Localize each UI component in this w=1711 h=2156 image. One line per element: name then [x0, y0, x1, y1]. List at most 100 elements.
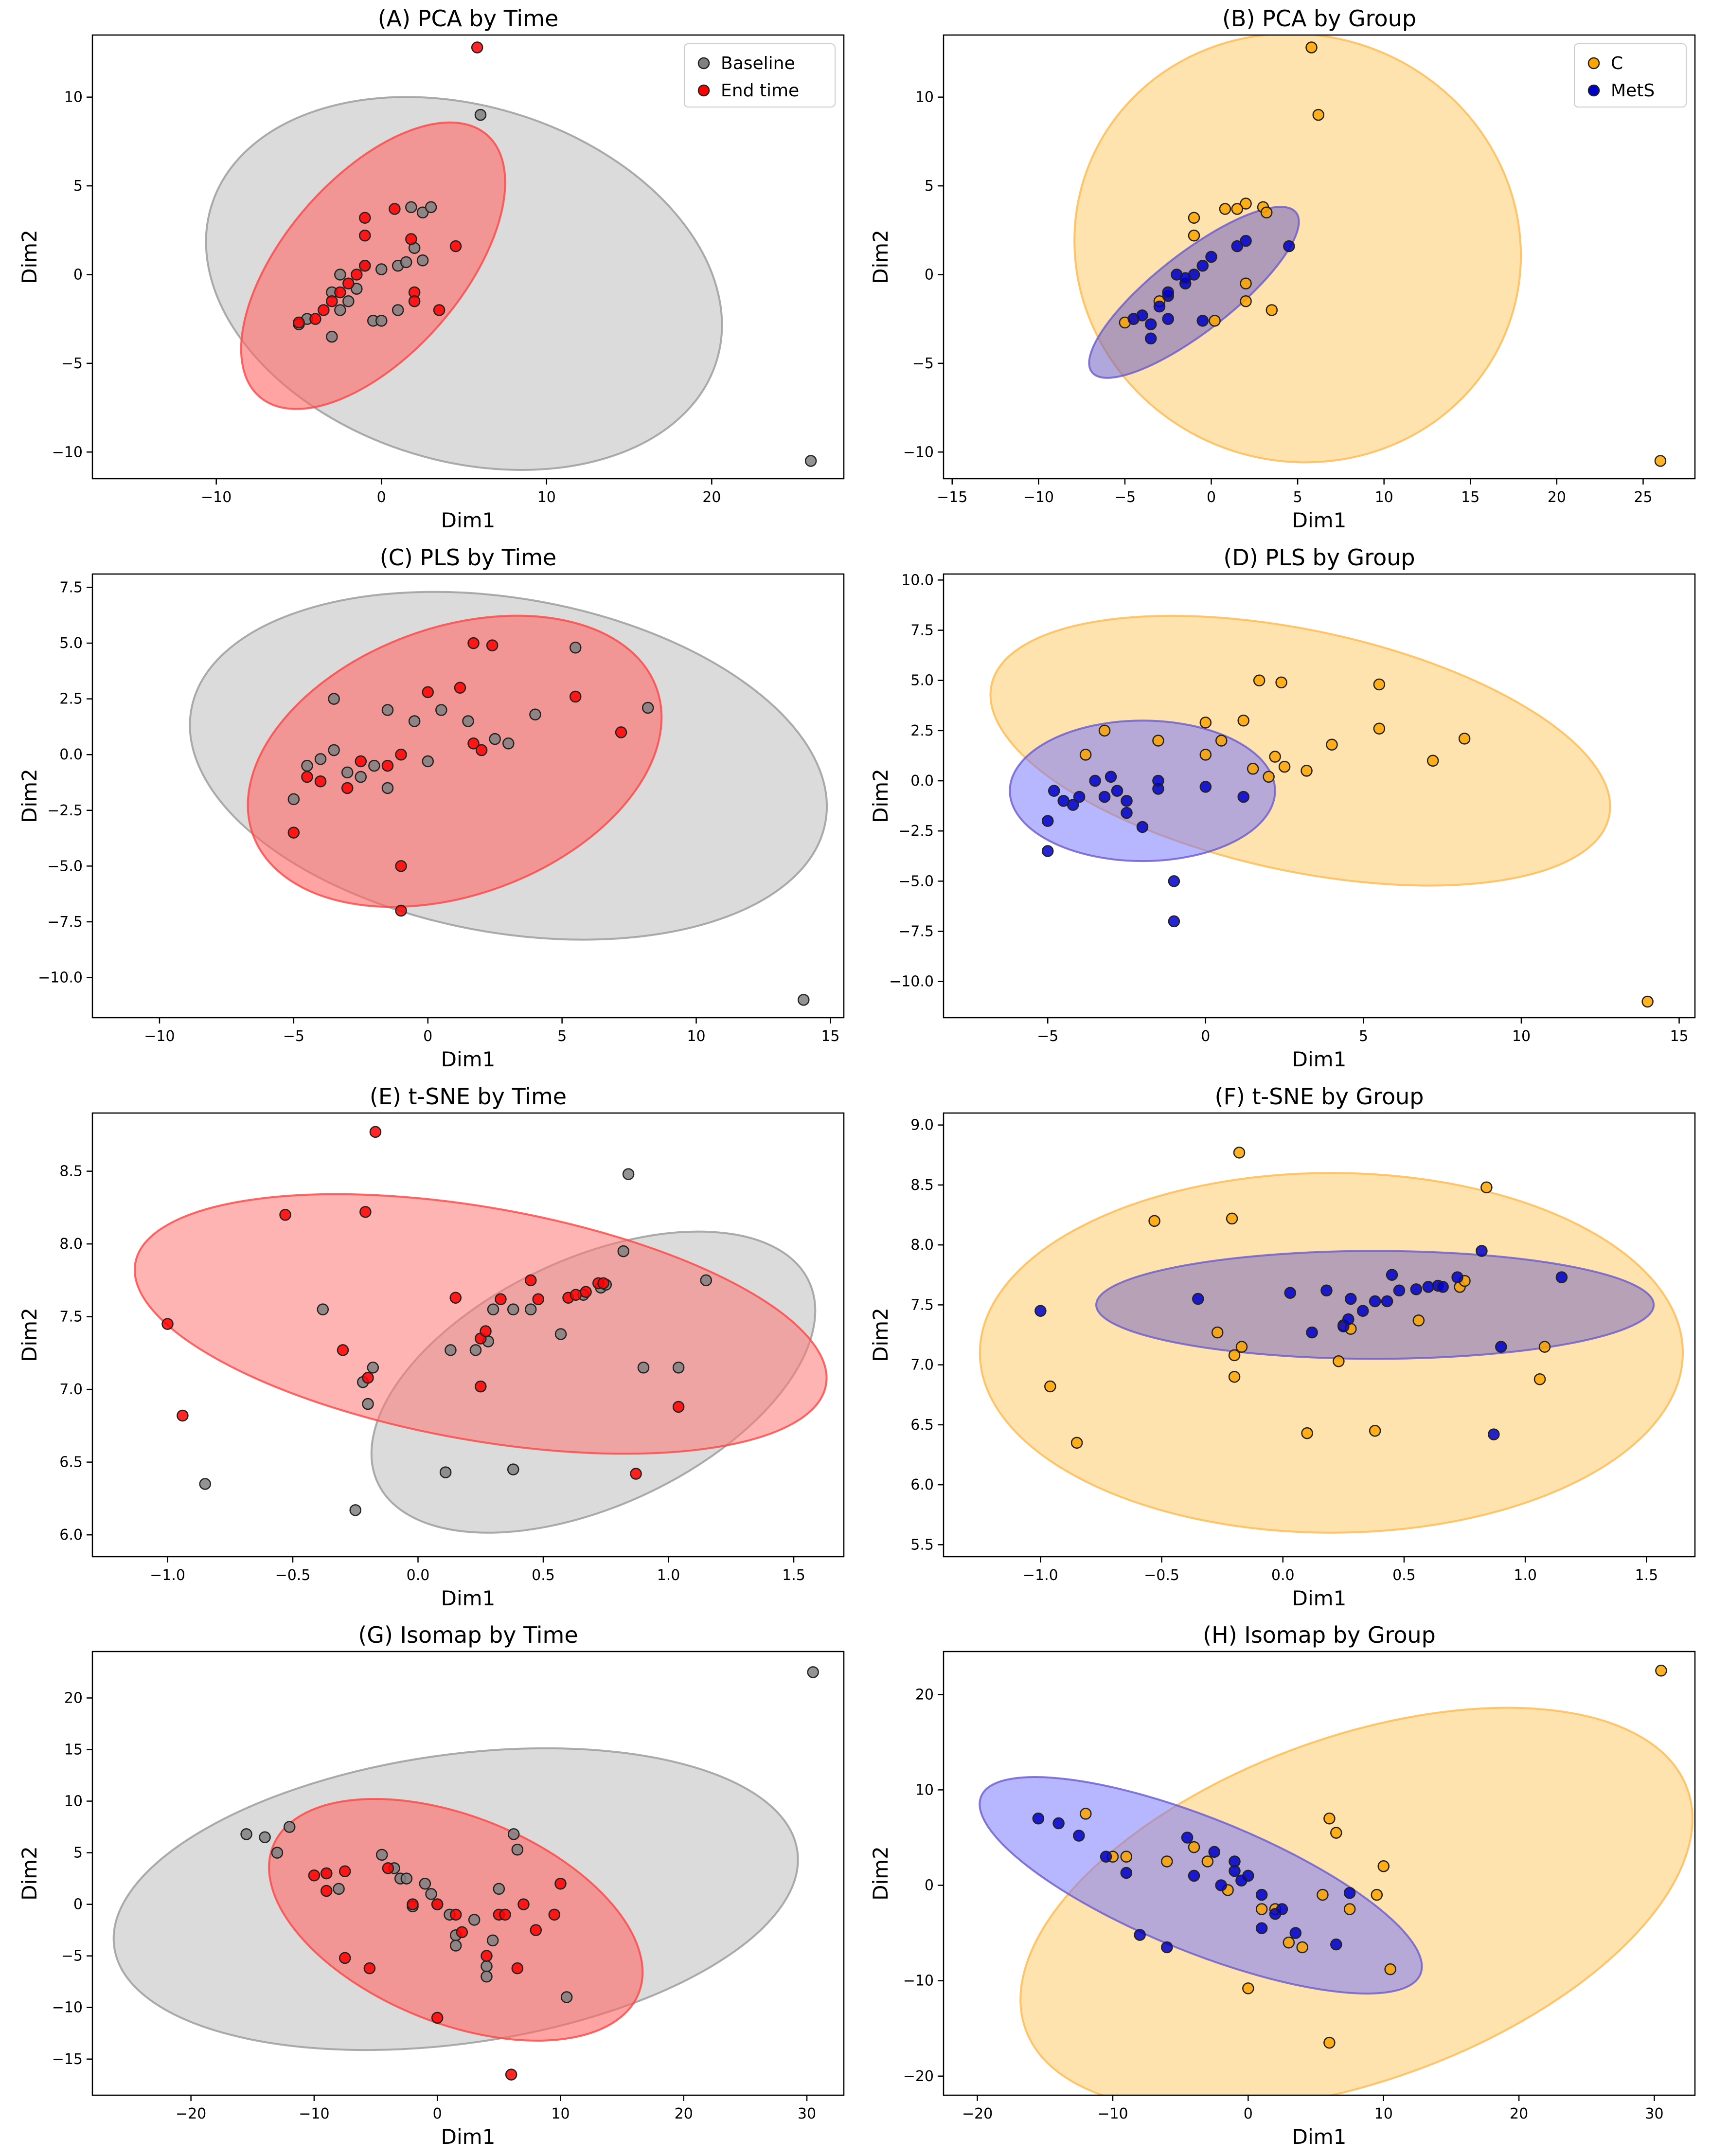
point-c: [1312, 108, 1324, 121]
point-c: [1070, 1437, 1083, 1449]
x-tick-label: 20: [702, 489, 721, 506]
point-baseline: [637, 1362, 650, 1374]
point-end-time: [339, 1865, 351, 1878]
y-tick-label: 20: [915, 1686, 934, 1703]
point-end-time: [342, 277, 355, 289]
x-tick-label: 10: [537, 489, 556, 506]
x-tick-label: 0.5: [1392, 1567, 1416, 1584]
point-mets: [1476, 1245, 1488, 1257]
x-tick-label: 0: [423, 1028, 432, 1045]
panel-e-xlabel: Dim1: [441, 1586, 496, 1610]
point-end-time: [320, 1885, 333, 1897]
point-baseline: [419, 1877, 431, 1890]
point-c: [1538, 1341, 1551, 1353]
point-baseline: [439, 1466, 452, 1478]
confidence-ellipse-1: [1073, 35, 1522, 464]
panel-g-title: (G) Isomap by Time: [358, 1622, 578, 1648]
point-mets: [1188, 1869, 1200, 1882]
point-end-time: [548, 1908, 561, 1921]
point-c: [1426, 755, 1439, 767]
confidence-ellipse-2: [247, 614, 663, 908]
y-tick-label: 6.0: [910, 1476, 934, 1493]
point-c: [1240, 277, 1252, 289]
y-tick-label: −5: [912, 355, 934, 372]
point-baseline: [381, 782, 394, 794]
point-c: [1199, 749, 1212, 761]
x-tick-label: 25: [1634, 489, 1652, 506]
point-end-time: [359, 212, 371, 224]
panel-f-title: (F) t-SNE by Group: [1215, 1083, 1424, 1110]
y-tick-label: −20: [903, 2068, 934, 2085]
point-mets: [1555, 1271, 1568, 1283]
point-mets: [1048, 785, 1060, 797]
y-tick-label: 5.5: [910, 1536, 934, 1553]
point-baseline: [367, 1362, 379, 1374]
x-tick-label: −1.0: [1023, 1567, 1058, 1584]
point-c: [1201, 1855, 1214, 1868]
point-end-time: [341, 782, 354, 794]
point-c: [1228, 1371, 1241, 1383]
point-baseline: [529, 708, 541, 720]
point-baseline: [462, 715, 474, 727]
point-mets: [1343, 1886, 1356, 1899]
point-baseline: [502, 737, 515, 750]
point-end-time: [407, 1898, 419, 1910]
point-baseline: [400, 256, 412, 269]
point-c: [1371, 1888, 1383, 1901]
x-tick-label: 0: [377, 489, 386, 506]
point-c: [1373, 722, 1386, 735]
point-mets: [1041, 815, 1054, 827]
x-tick-label: 1.0: [1514, 1567, 1537, 1584]
point-baseline: [560, 1991, 573, 2003]
point-mets: [1451, 1271, 1463, 1283]
panel-d-title: (D) PLS by Group: [1223, 544, 1415, 571]
y-tick-label: 2.5: [910, 722, 934, 739]
panel-a-plot-area: −10 0 10 20 −10 −5 0 5 10: [52, 34, 845, 506]
point-mets: [1067, 799, 1079, 811]
point-c: [1120, 1851, 1133, 1863]
panel-c: (C) PLS by Time Dim1 Dim2 −10 −5 0 5 10 15−10…: [18, 544, 845, 1071]
x-tick-label: 20: [1548, 489, 1566, 506]
x-tick-label: −10: [1097, 2105, 1128, 2122]
y-tick-label: 8.0: [910, 1237, 934, 1254]
point-baseline: [507, 1828, 520, 1840]
panel-h-title: (H) Isomap by Group: [1203, 1622, 1436, 1648]
point-mets: [1100, 1851, 1112, 1863]
y-tick-label: 0: [73, 1896, 83, 1913]
point-mets: [1136, 821, 1149, 833]
y-tick-label: −10.0: [38, 970, 83, 987]
point-end-time: [408, 295, 421, 307]
point-baseline: [416, 206, 429, 219]
point-baseline: [435, 704, 447, 716]
x-tick-label: −10: [1023, 489, 1054, 506]
point-end-time: [362, 1371, 374, 1384]
point-end-time: [475, 744, 488, 756]
point-baseline: [375, 263, 388, 275]
panel-c-plot-area: −10 −5 0 5 10 15 −10.0 −7.5 −5.0 −2.5 0.0 2.5 5.0 7.5: [38, 573, 845, 1045]
legend-label-baseline: Baseline: [721, 54, 795, 73]
point-mets: [1134, 1929, 1146, 1941]
x-tick-label: 0: [1244, 2105, 1253, 2122]
point-mets: [1199, 781, 1212, 793]
point-mets: [1192, 1293, 1204, 1305]
point-end-time: [449, 1908, 462, 1921]
panel-b-title: (B) PCA by Group: [1222, 5, 1416, 32]
x-tick-label: 10: [551, 2105, 570, 2122]
point-mets: [1098, 791, 1111, 803]
y-tick-label: −5.0: [898, 873, 934, 890]
point-c: [1269, 751, 1281, 763]
panel-b-legend: C MetS: [1574, 43, 1687, 108]
point-end-time: [318, 304, 330, 316]
plot-frame: [91, 1112, 845, 1558]
panel-g: (G) Isomap by Time Dim1 Dim2 −20 −10 0 10 20…: [18, 1622, 845, 2149]
x-tick-label: 0.0: [407, 1567, 430, 1584]
point-c: [1253, 674, 1265, 686]
point-mets: [1162, 286, 1174, 299]
x-tick-label: −10: [201, 489, 232, 506]
point-baseline: [445, 1344, 457, 1356]
point-baseline: [362, 1398, 374, 1410]
point-baseline: [392, 304, 404, 316]
point-baseline: [507, 1303, 519, 1315]
x-tick-label: −10: [299, 2105, 329, 2122]
panel-d-xlabel: Dim1: [1292, 1047, 1347, 1071]
